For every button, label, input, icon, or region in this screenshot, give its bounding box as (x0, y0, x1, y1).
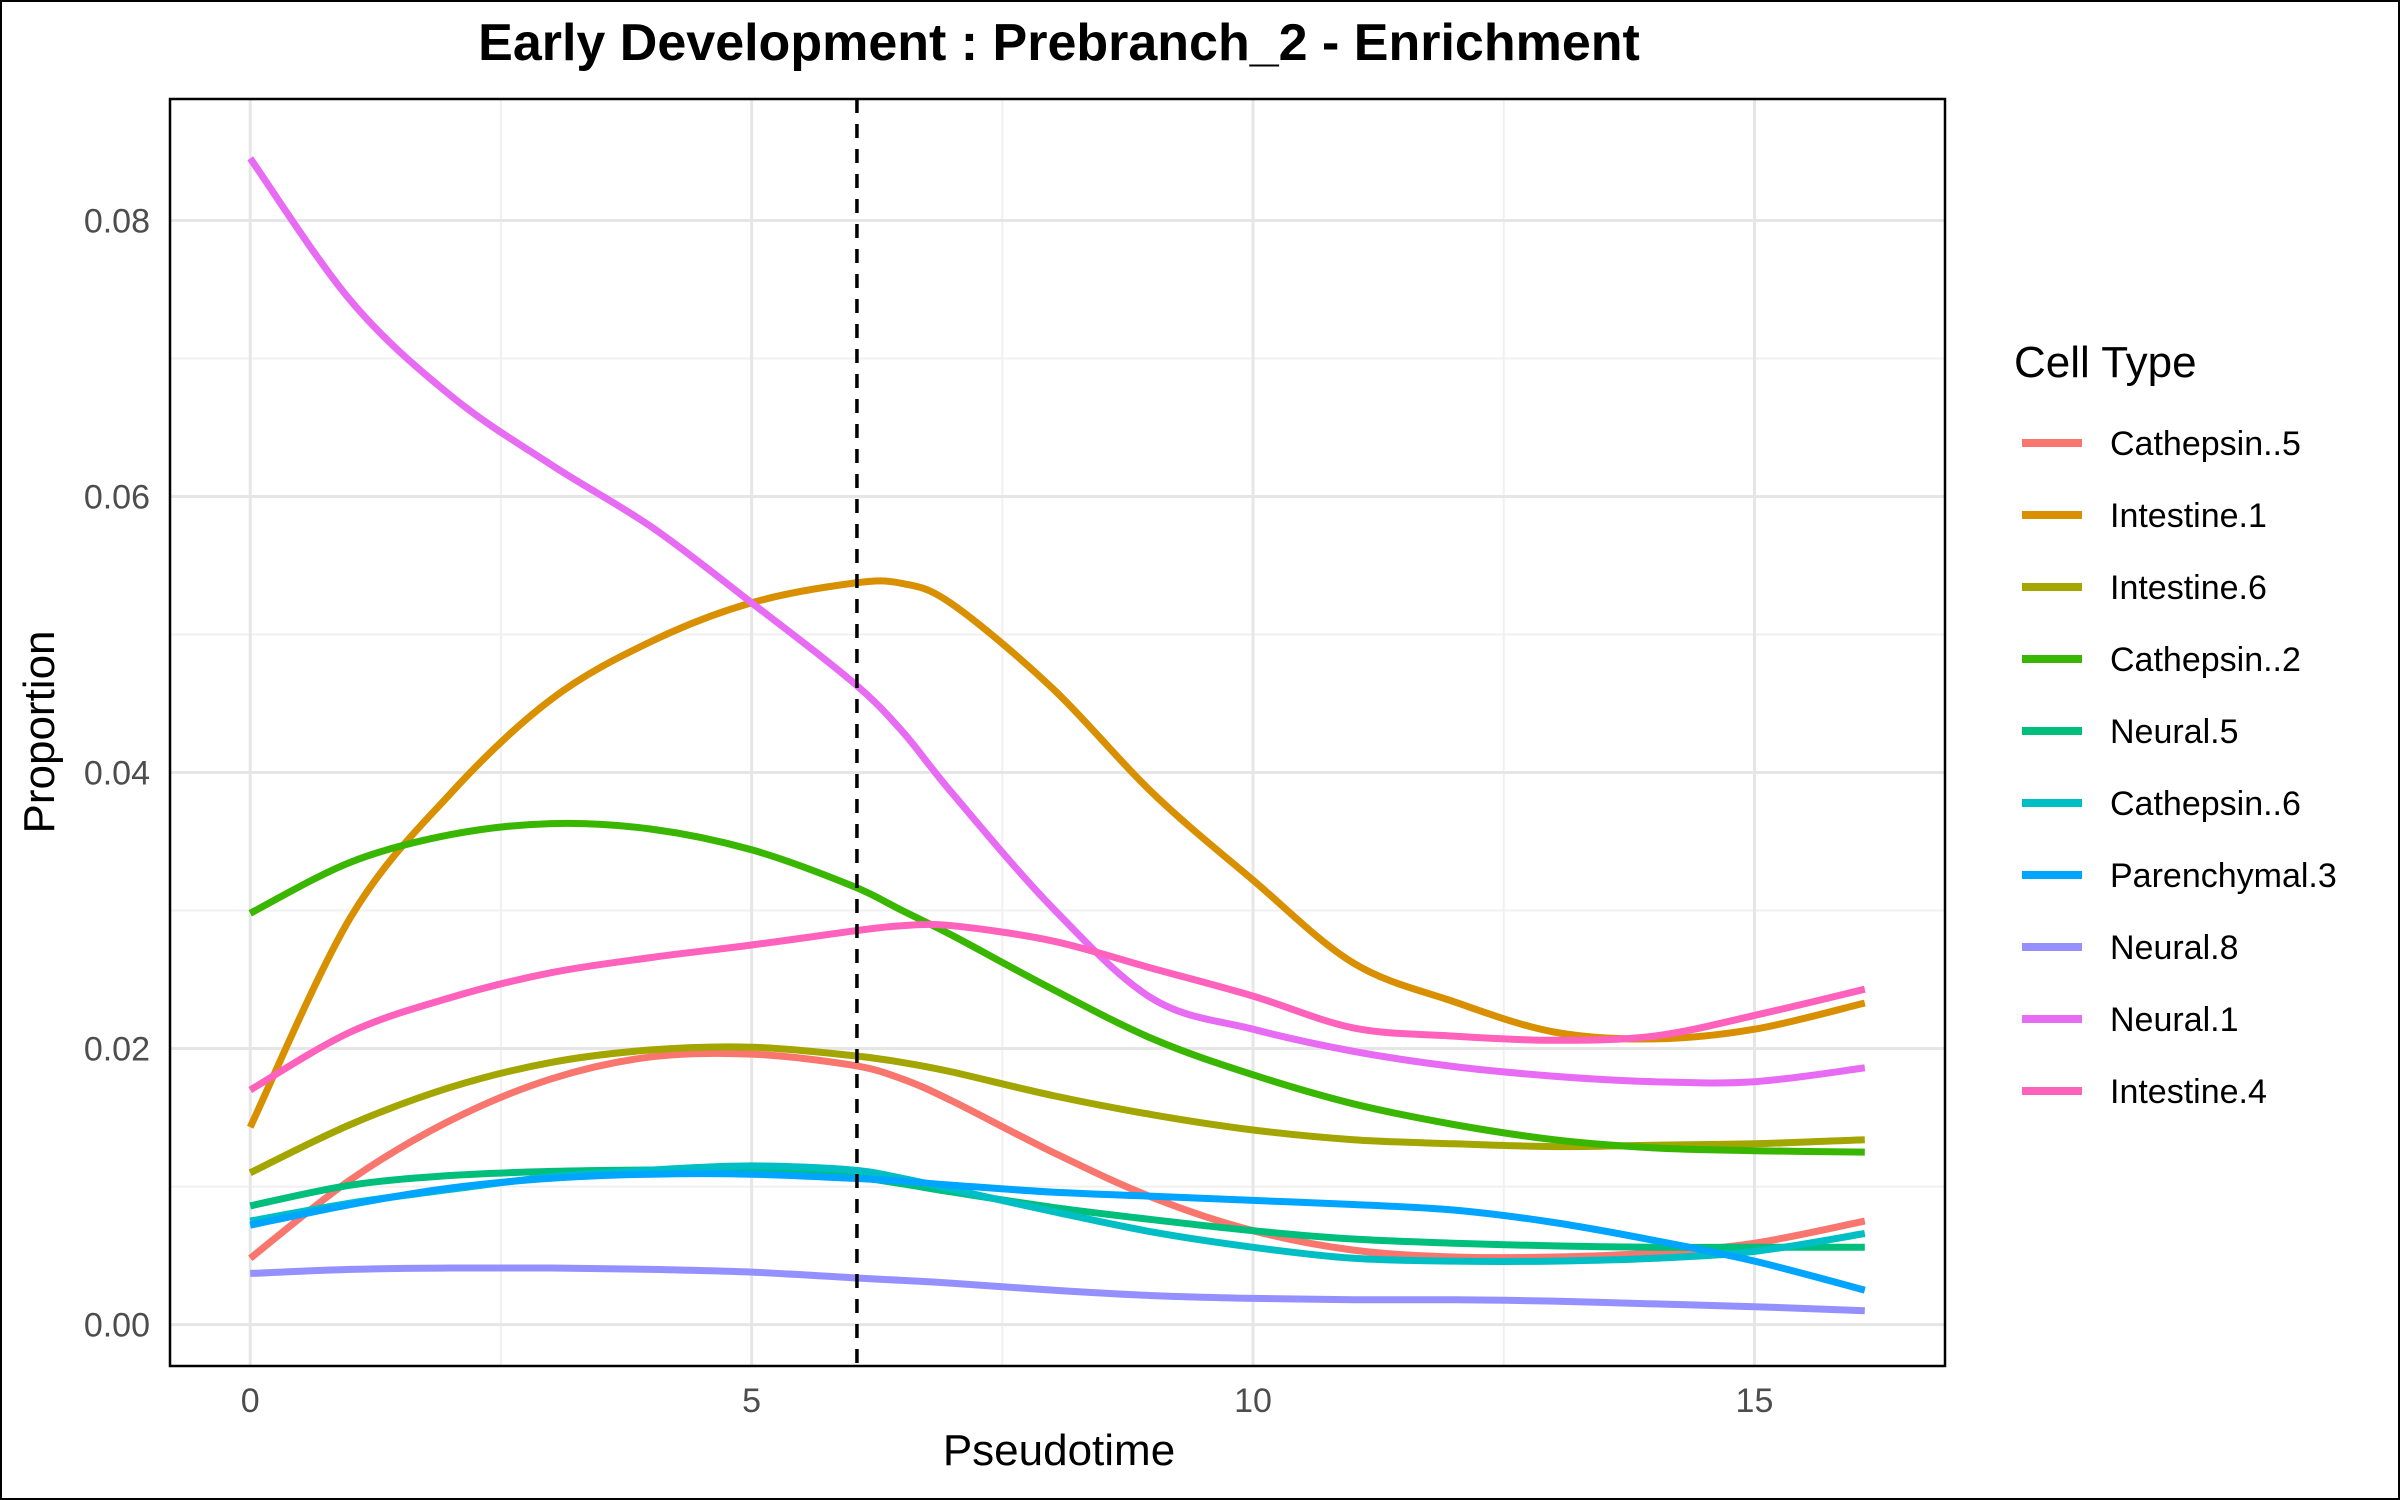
legend-label-intestine-6: Intestine.6 (2110, 569, 2267, 607)
x-axis-ticks: 0 5 10 15 (241, 1382, 1774, 1420)
y-tick-label: 0.04 (84, 755, 150, 793)
x-tick-label: 10 (1234, 1382, 1272, 1420)
panel-border (168, 97, 1947, 1368)
legend-label-neural-5: Neural.5 (2110, 713, 2239, 751)
x-tick-label: 0 (241, 1382, 260, 1420)
x-axis-title: Pseudotime (943, 1426, 1175, 1475)
legend-label-intestine-1: Intestine.1 (2110, 497, 2267, 535)
y-tick-label: 0.08 (84, 202, 150, 240)
series-lines (247, 156, 1866, 1315)
chart-title: Early Development : Prebranch_2 - Enrich… (478, 14, 1640, 72)
y-axis-title: Proportion (15, 630, 64, 833)
series-line-cathepsin-2 (248, 819, 1865, 1156)
legend-label-cathepsin-2: Cathepsin..2 (2110, 641, 2301, 679)
legend-label-parenchymal-3: Parenchymal.3 (2110, 857, 2337, 895)
legend-label-intestine-4: Intestine.4 (2110, 1073, 2267, 1111)
series-line-neural-1 (247, 156, 1866, 1087)
series-line-parenchymal-3 (249, 1170, 1866, 1294)
series-line-intestine-1 (247, 577, 1866, 1129)
legend-label-cathepsin-5: Cathepsin..5 (2110, 425, 2301, 463)
y-tick-label: 0.06 (84, 478, 150, 516)
x-tick-label: 15 (1736, 1382, 1774, 1420)
x-tick-label: 5 (742, 1382, 761, 1420)
series-line-intestine-4 (248, 920, 1866, 1094)
series-line-neural-8 (250, 1264, 1865, 1315)
y-tick-label: 0.02 (84, 1031, 150, 1069)
gridlines (170, 99, 1945, 1366)
legend: Cathepsin..5 Intestine.1 Intestine.6 Cathep… (2022, 425, 2337, 1111)
plot-border (168, 97, 1947, 1368)
y-tick-label: 0.00 (84, 1307, 150, 1345)
legend-title: Cell Type (2014, 338, 2197, 387)
series-line-intestine-6 (248, 1043, 1865, 1176)
y-axis-ticks: 0.00 0.02 0.04 0.06 0.08 (84, 202, 150, 1344)
legend-label-cathepsin-6: Cathepsin..6 (2110, 785, 2301, 823)
legend-label-neural-1: Neural.1 (2110, 1001, 2239, 1039)
legend-label-neural-8: Neural.8 (2110, 929, 2239, 967)
series-line-cathepsin-5 (248, 1049, 1866, 1262)
